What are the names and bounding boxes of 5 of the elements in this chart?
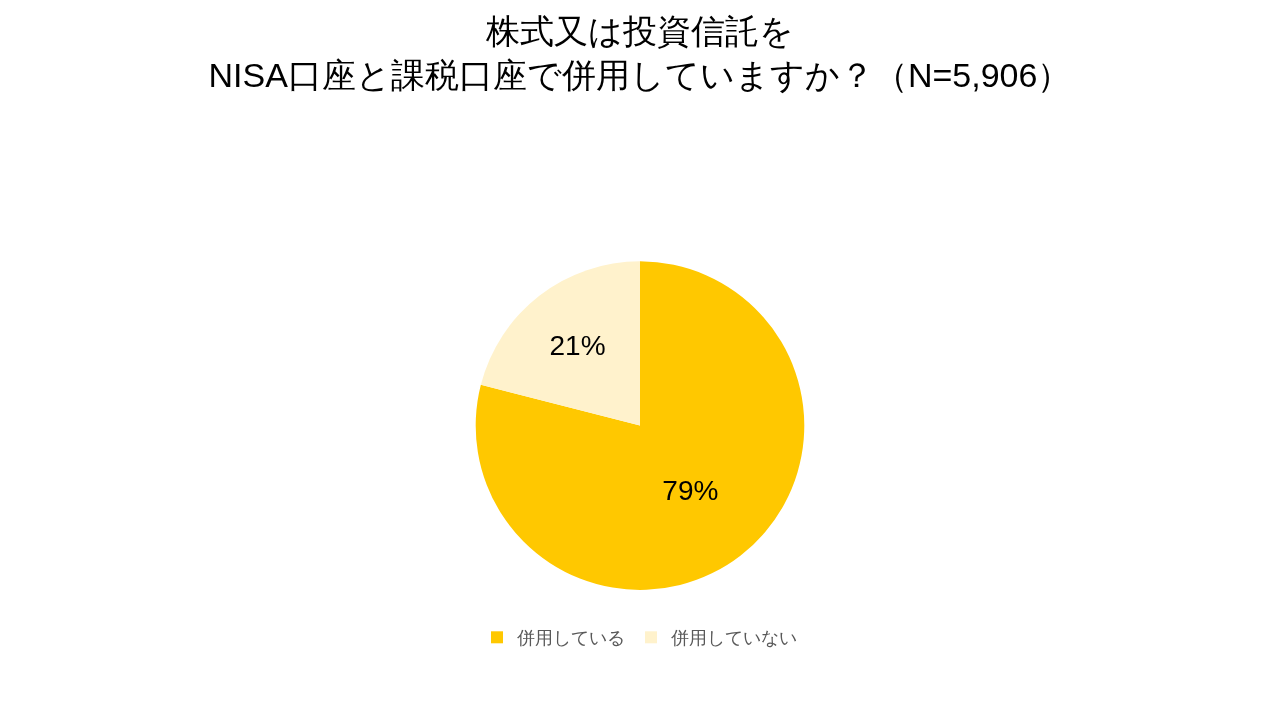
data-label: 21% bbox=[549, 329, 606, 361]
data-label: 79% bbox=[662, 475, 719, 507]
legend-label: 併用していない bbox=[670, 628, 797, 649]
legend-label: 併用している bbox=[516, 628, 625, 649]
chart-title: 株式又は投資信託を NISA口座と課税口座で併用していますか？（N=5,906） bbox=[208, 12, 1072, 95]
